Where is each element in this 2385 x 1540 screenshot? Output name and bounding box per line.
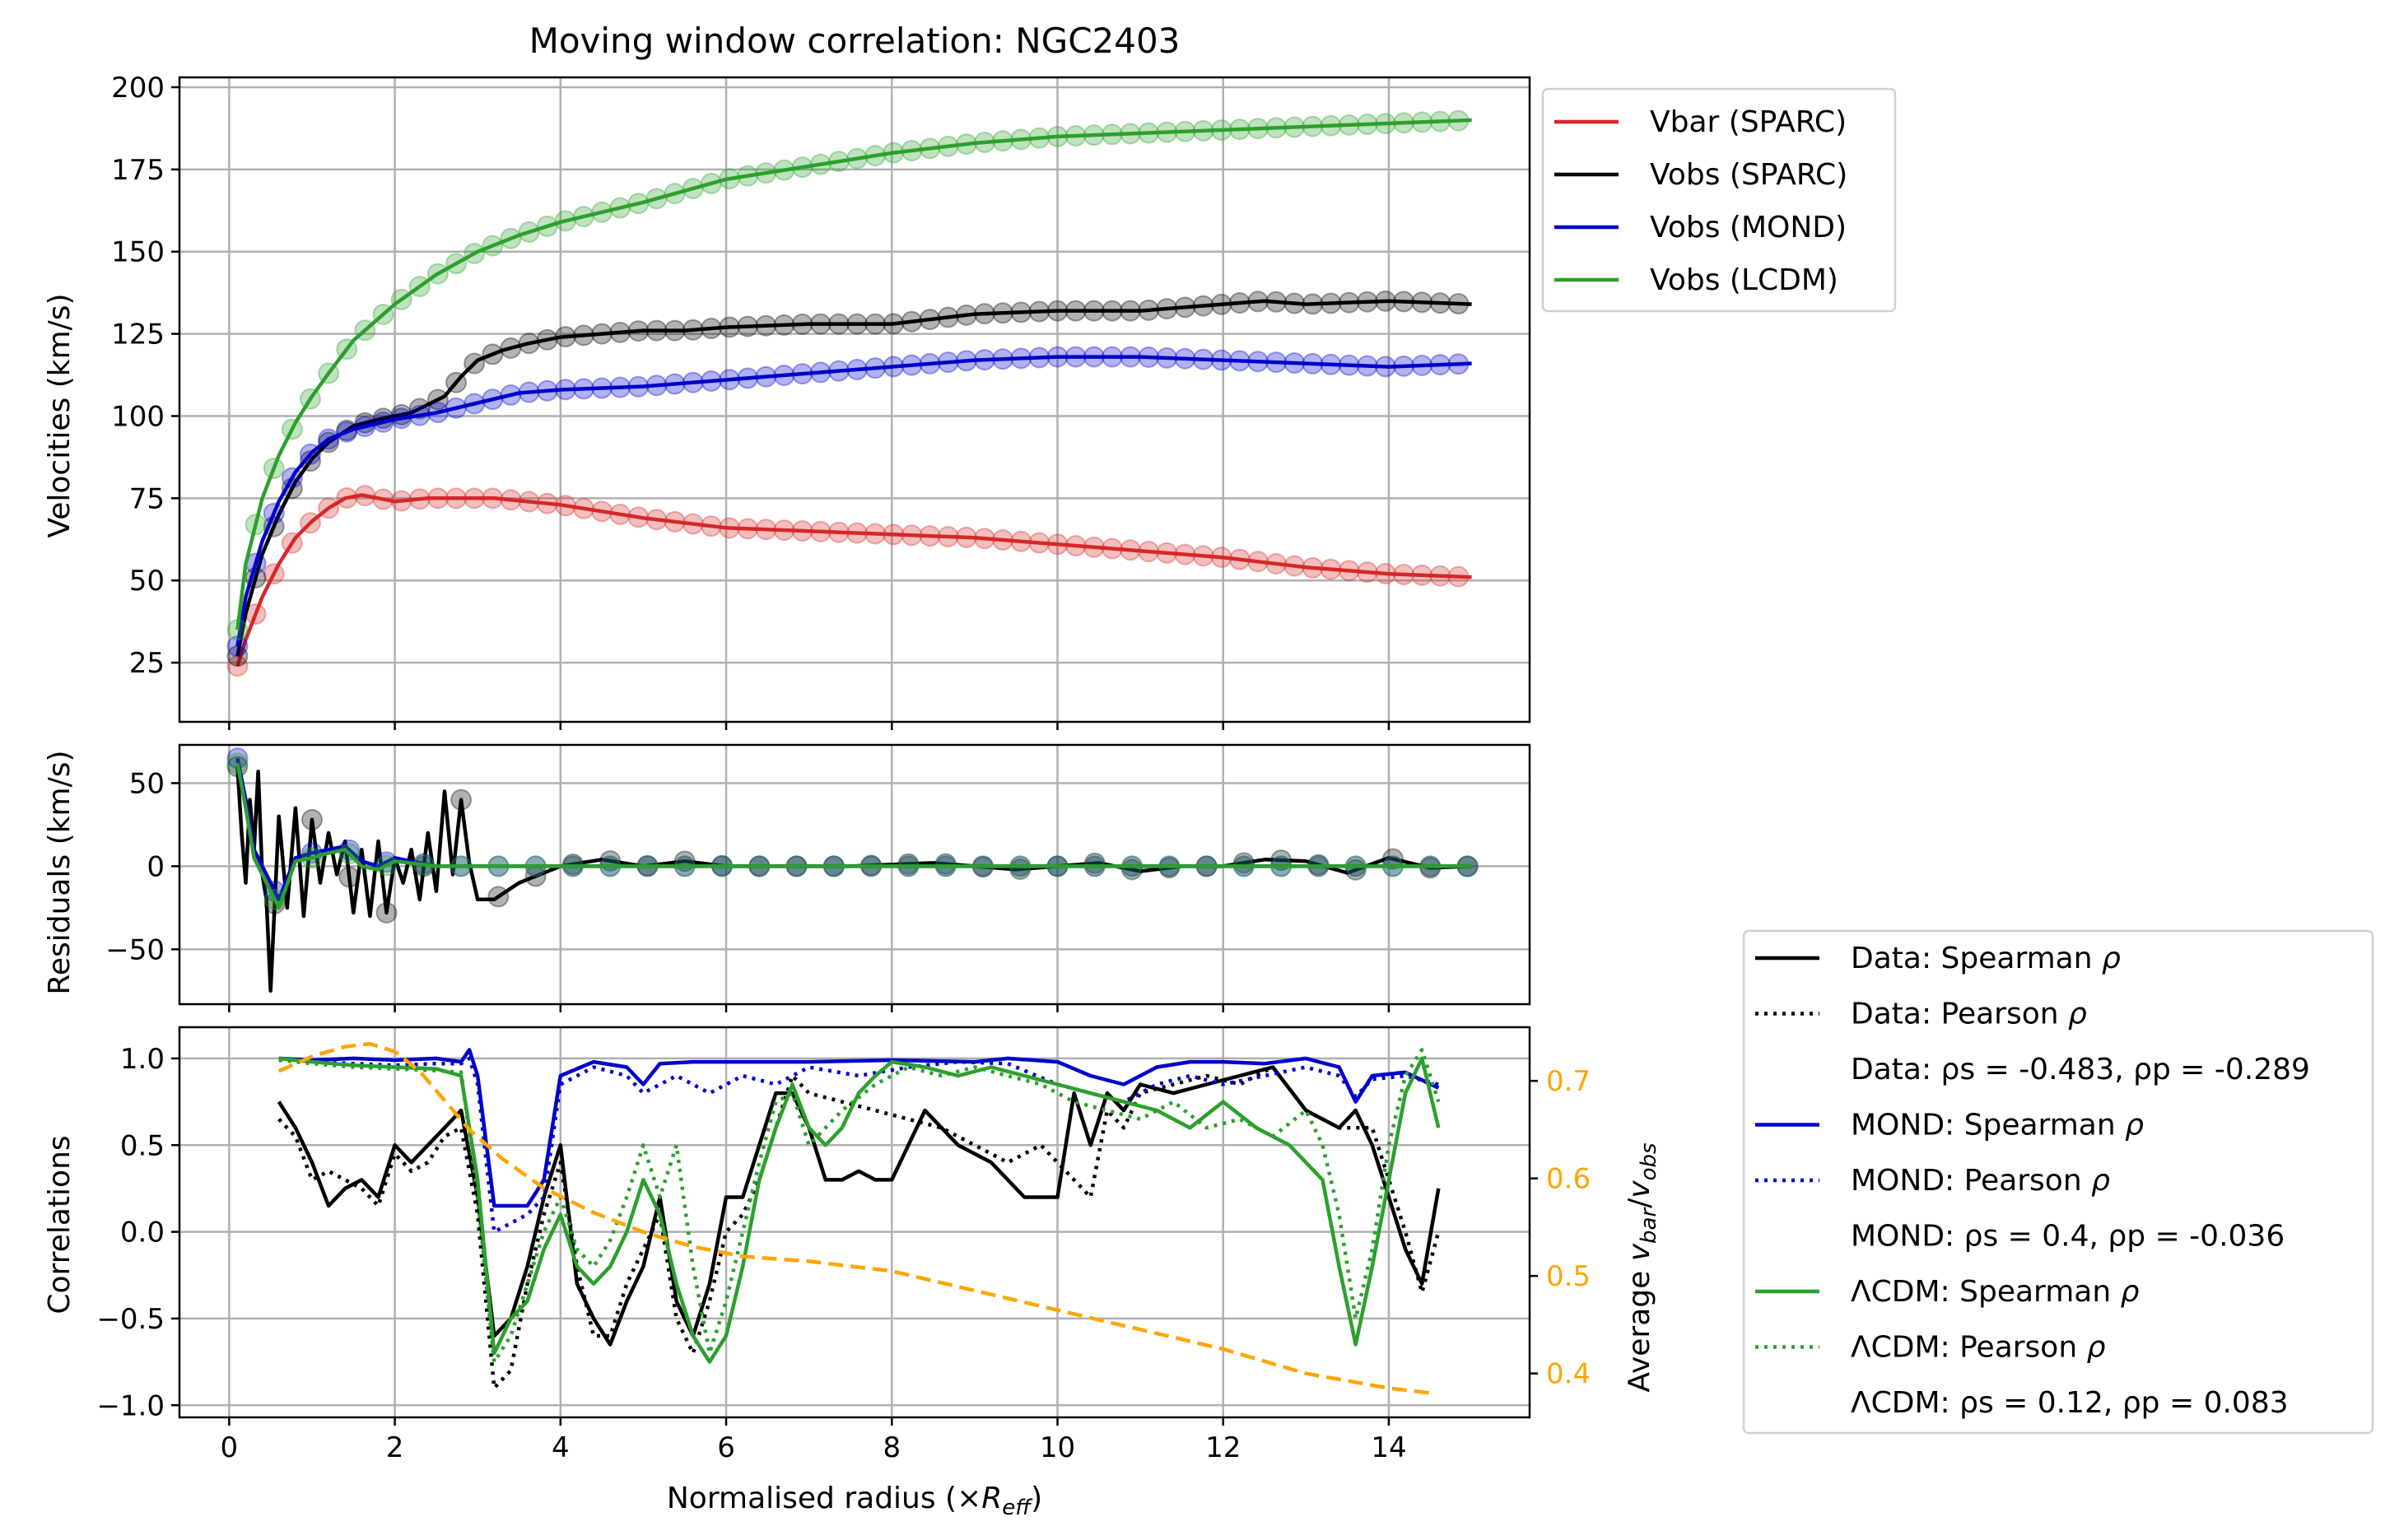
series-line [235,355,1472,647]
legend-label: ΛCDM: Spearman ρ [1851,1275,2140,1309]
x-tick-label: 4 [552,1431,570,1464]
axes-frame [178,76,1531,723]
legend-box [1742,929,2374,1435]
series-line [278,1056,1439,1234]
legend-label: Vobs (SPARC) [1650,158,1847,192]
plot-area [226,109,1472,677]
y-tick-label: 0.0 [120,1217,165,1249]
x-tick-label: 0 [221,1431,239,1464]
y-tick-label: 50 [129,565,165,598]
y-tick-label: −0.5 [96,1303,165,1336]
legend-label: Vobs (MOND) [1650,211,1847,244]
residuals-ylabel: Residuals (km/s) [43,750,77,994]
y-tick-label: 75 [129,482,165,515]
x-tick-label: 10 [1040,1431,1075,1464]
correlations-ylabel: Correlations [43,1135,77,1314]
y-tick-label: 25 [129,647,165,680]
legend-label: Vobs (LCDM) [1650,263,1838,297]
series-line [235,766,1472,993]
correlation-panel: 1.0 0.5 0.0 −0.5 −1.0 0 2 4 6 8 10 12 14 0.7 0.6 0.5 0.4 [96,1026,1591,1464]
velocity-legend: Vbar (SPARC) Vobs (SPARC) Vobs (MOND) Vobs … [1541,87,1897,313]
series-line [277,1065,1441,1390]
legend-label: Data: Pearson ρ [1851,998,2087,1031]
y-tick-label: 150 [111,236,165,269]
series-line [278,1048,1440,1208]
x-tick-label: 12 [1205,1431,1241,1464]
y-tick-label: 0.5 [120,1129,165,1162]
y2-tick-label: 0.5 [1546,1260,1591,1293]
legend-label: MOND: Spearman ρ [1851,1109,2144,1142]
y-tick-label: 200 [111,72,165,105]
legend-label: MOND: Pearson ρ [1851,1164,2110,1198]
series-line [235,493,1472,667]
x-tick-label: 14 [1371,1431,1406,1464]
y-tick-label: 125 [111,319,165,351]
series-line [278,1056,1441,1364]
y-tick-label: 0 [147,850,165,883]
x-tick-label: 2 [386,1431,404,1464]
velocity-ylabel: Velocities (km/s) [43,293,77,537]
y-tick-label: 100 [111,400,165,433]
plot-area [277,1041,1441,1395]
velocity-panel: 25 50 75 100 125 150 175 200 [111,72,1531,730]
legend-label: ΛCDM: Pearson ρ [1851,1331,2106,1365]
chart-title: Moving window correlation: NGC2403 [529,21,1181,61]
right-axis-label: Average vbar/vobs [1623,1142,1661,1392]
y2-tick-label: 0.7 [1546,1065,1591,1098]
legend-label: ΛCDM: ρs = 0.12, ρp = 0.083 [1851,1386,2289,1420]
axes-frame [178,1026,1531,1419]
correlation-legend: Data: Spearman ρ Data: Pearson ρ Data: ρs … [1742,929,2374,1435]
legend-label: MOND: ρs = 0.4, ρp = -0.036 [1851,1220,2285,1254]
series-line [277,1065,1441,1347]
series-line [278,1048,1441,1364]
legend-label: Vbar (SPARC) [1650,105,1847,139]
series-line [235,762,1472,910]
series-line [235,299,1472,657]
x-axis-label: Normalised radius (×Reff) [667,1482,1042,1520]
x-tick-label: 8 [883,1431,901,1464]
residuals-panel: 50 0 −50 [105,743,1531,1012]
plot-area [226,747,1479,993]
axes-frame [178,743,1531,1006]
series-line [277,1041,1431,1395]
y2-tick-label: 0.4 [1546,1358,1591,1391]
legend-label: Data: ρs = -0.483, ρp = -0.289 [1851,1053,2310,1086]
series-line [235,118,1472,630]
y-tick-label: 1.0 [120,1043,165,1076]
x-tick-label: 6 [717,1431,735,1464]
legend-box [1541,87,1897,313]
legend-label: Data: Spearman ρ [1851,942,2121,975]
y-tick-label: −50 [105,933,165,966]
y-tick-label: 50 [129,767,165,800]
y-tick-label: 175 [111,154,165,187]
y2-tick-label: 0.6 [1546,1163,1591,1196]
y-tick-label: −1.0 [96,1389,165,1422]
